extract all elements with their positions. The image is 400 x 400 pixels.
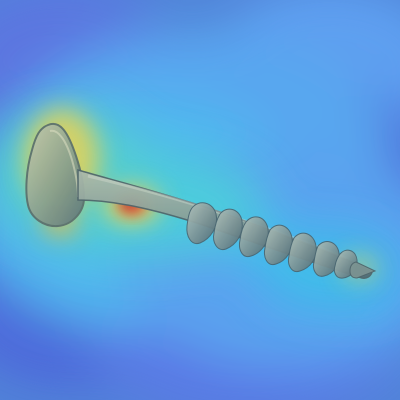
screw [25, 122, 377, 279]
screw-head [25, 122, 86, 228]
screw-tip [349, 261, 377, 279]
screw-threads [186, 202, 358, 279]
